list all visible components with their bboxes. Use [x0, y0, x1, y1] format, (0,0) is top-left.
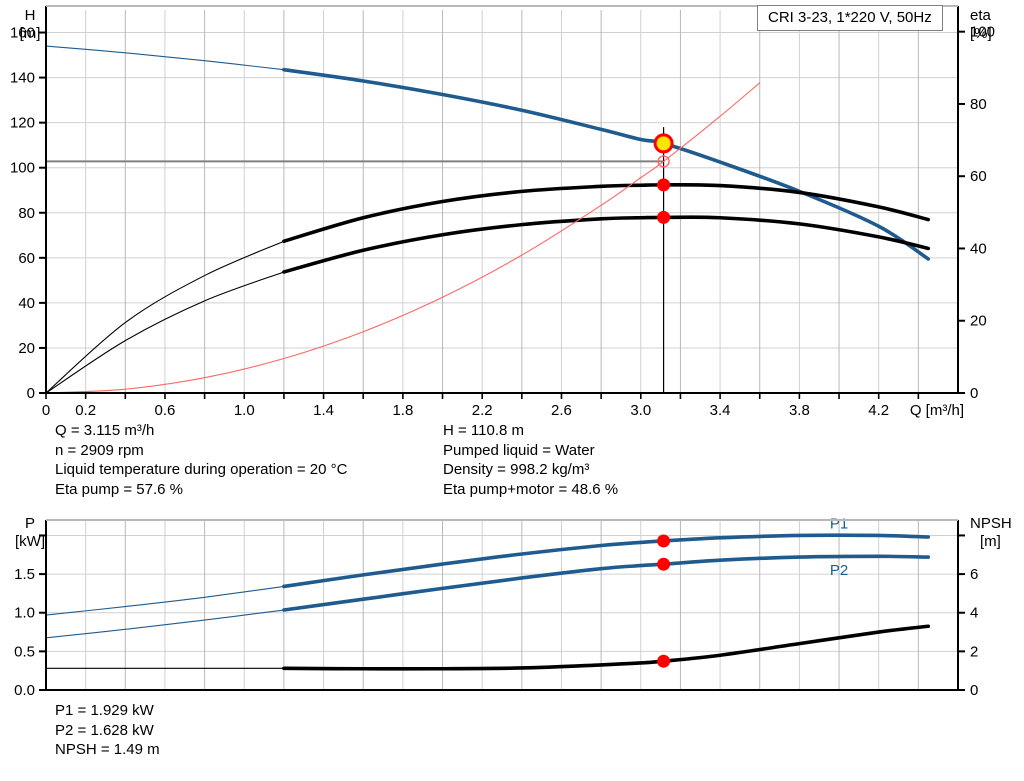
y2-tick-label: 6 [970, 566, 978, 583]
power-info-line-1: P1 = 1.929 kW [55, 702, 154, 719]
y-tick-label: 140 [10, 70, 35, 87]
duty-info-left-line-3: Liquid temperature during operation = 20… [55, 461, 348, 478]
curve-label-p1: P1 [830, 516, 848, 533]
curve-h-head-curve- [45, 45, 285, 71]
x-tick-label: 2.6 [551, 402, 572, 419]
duty-info-right-line-4: Eta pump+motor = 48.6 % [443, 480, 619, 498]
y2-axis-title: NPSH [970, 515, 1012, 532]
curve-eta-pump-motor [282, 215, 931, 274]
duty-info-right-line-3: Density = 998.2 kg/m³ [443, 461, 590, 478]
y2-tick-label: 20 [970, 313, 987, 330]
x-tick-label: 3.4 [710, 402, 731, 419]
x-tick-label: 0 [42, 402, 50, 419]
upper-plot-area: 0 20 40 60 80 100 120 140 160 0 20 40 60 80 100 0 0.2 0.6… [10, 5, 995, 419]
y2-axis-unit: [m] [980, 533, 1001, 550]
power-info-line-3: NPSH = 1.49 m [55, 741, 160, 758]
x-axis-title: Q [m³/h] [910, 402, 964, 419]
duty-point-eta-pump-motor[interactable] [657, 210, 671, 224]
y2-tick-label: 0 [970, 385, 978, 402]
x-tick-label: 3.8 [789, 402, 810, 419]
duty-info-left-line-1: Q = 3.115 m³/h [55, 422, 155, 439]
y2-axis-unit: [%] [970, 25, 992, 42]
x-tick-label: 3.0 [630, 402, 651, 419]
duty-info-right: H = 110.8 m Pumped liquid = Water Density … [443, 421, 618, 499]
y2-tick-label: 40 [970, 240, 987, 257]
curve-eta-pump [282, 182, 931, 244]
curve-eta-pump-motor [45, 271, 285, 394]
x-tick-label: 0.6 [155, 402, 176, 419]
x-tick-label: 1.0 [234, 402, 255, 419]
y-tick-label: 40 [18, 295, 35, 312]
curve-p1 [45, 585, 285, 616]
power-info: P1 = 1.929 kW P2 = 1.628 kW NPSH = 1.49 m [55, 701, 160, 760]
curve-h-head-curve- [282, 67, 931, 261]
y-tick-label: 0 [27, 385, 35, 402]
curve-p1 [282, 533, 931, 589]
y-tick-label: 80 [18, 205, 35, 222]
duty-info-left-line-4: Eta pump = 57.6 % [55, 480, 183, 498]
y-axis-title: P [25, 515, 35, 532]
duty-info-right-line-1: H = 110.8 m [443, 422, 525, 439]
y-tick-label: 120 [10, 115, 35, 132]
duty-point-p2[interactable] [657, 557, 671, 571]
y2-tick-label: 100 [970, 24, 995, 41]
curve-eta-pump [45, 240, 285, 394]
y2-tick-label: 4 [970, 605, 978, 622]
pump-model-label: CRI 3-23, 1*220 V, 50Hz [768, 9, 932, 26]
y-tick-label: 160 [10, 25, 35, 42]
curve-npsh [282, 624, 931, 671]
y-tick-label: 1.0 [14, 605, 35, 622]
x-tick-label: 2.2 [472, 402, 493, 419]
y2-tick-label: 60 [970, 168, 987, 185]
curve-p2 [282, 554, 931, 612]
x-tick-label: 1.8 [392, 402, 413, 419]
x-tick-label: 4.2 [868, 402, 889, 419]
y-tick-label: 0.5 [14, 643, 35, 660]
duty-point-eta-pump[interactable] [657, 178, 671, 192]
duty-info-left: Q = 3.115 m³/h n = 2909 rpm Liquid tempera… [55, 421, 347, 499]
y-axis-title: H [25, 7, 36, 24]
y2-tick-label: 80 [970, 96, 987, 113]
pump-model-title-box: CRI 3-23, 1*220 V, 50Hz [757, 5, 943, 31]
y-tick-label: 100 [10, 160, 35, 177]
duty-point-head[interactable] [653, 133, 674, 154]
curve-label-p2: P2 [830, 562, 848, 579]
duty-point-p1[interactable] [657, 534, 671, 548]
y-axis-unit: [kW] [15, 533, 45, 550]
y2-tick-label: 2 [970, 643, 978, 660]
y2-tick-label: 0 [970, 682, 978, 699]
duty-info-right-line-2: Pumped liquid = Water [443, 441, 595, 459]
lower-plot-area: P1 P2 0.0 0.5 1.0 1.5 0 2 4 6 P[kW] NPSH[m] [14, 515, 1012, 699]
duty-info-left-line-2: n = 2909 rpm [55, 441, 144, 459]
curve-system-curve [45, 82, 761, 394]
x-tick-label: 1.4 [313, 402, 334, 419]
y-axis-unit: [m] [20, 25, 41, 42]
y2-axis-title: eta [970, 7, 992, 24]
y-tick-label: 1.5 [14, 566, 35, 583]
y-tick-label: 20 [18, 340, 35, 357]
y-tick-label: 60 [18, 250, 35, 267]
duty-point-system[interactable] [657, 155, 670, 168]
head-eta-chart: 0 20 40 60 80 100 120 140 160 0 20 40 60 80 100 0 0.2 0.6… [10, 5, 995, 419]
power-npsh-chart: P1 P2 0.0 0.5 1.0 1.5 0 2 4 6 P[kW] NPSH[m] [14, 515, 1012, 699]
curve-p2 [45, 609, 285, 639]
power-info-line-2: P2 = 1.628 kW [55, 721, 154, 739]
y-tick-label: 0.0 [14, 682, 35, 699]
x-tick-label: 0.2 [75, 402, 96, 419]
duty-point-npsh[interactable] [657, 654, 671, 668]
